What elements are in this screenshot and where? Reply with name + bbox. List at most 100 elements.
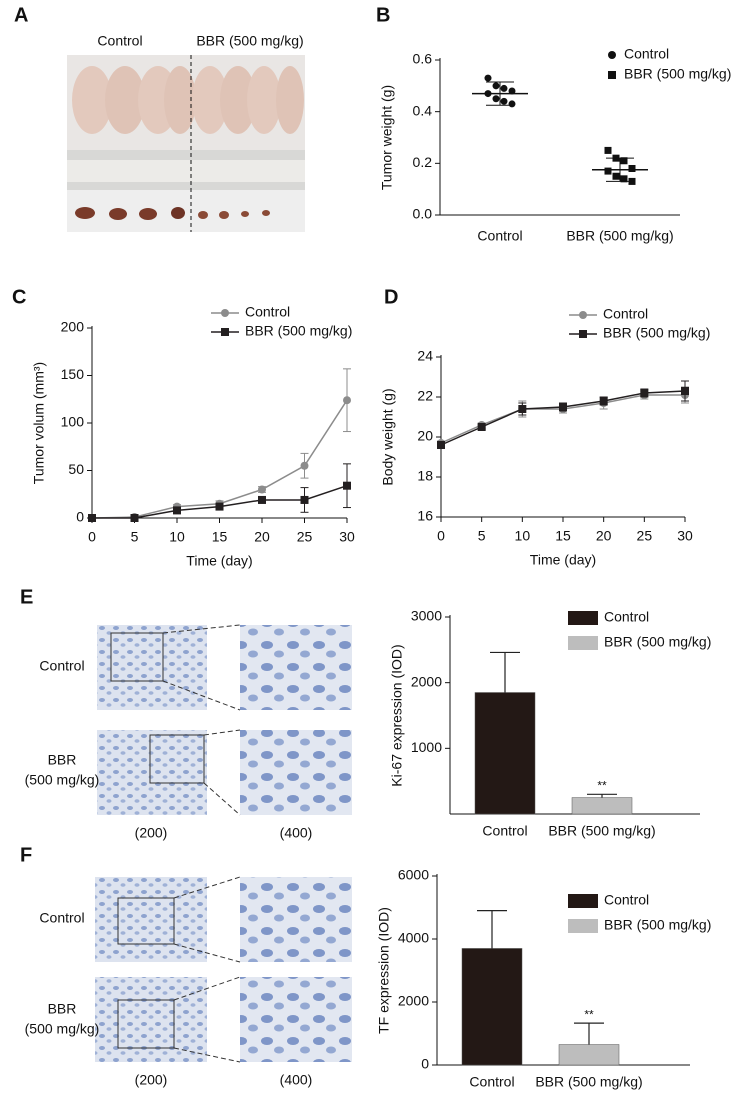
marker bbox=[608, 51, 616, 59]
marker bbox=[579, 330, 587, 338]
photo-label: BBR bbox=[48, 1001, 77, 1017]
photo-label: (400) bbox=[280, 825, 313, 841]
marker bbox=[608, 71, 616, 79]
photo-label: (400) bbox=[280, 1072, 313, 1088]
legend-label: BBR (500 mg/kg) bbox=[604, 634, 711, 650]
marker bbox=[173, 506, 181, 515]
x-tick-label: 5 bbox=[131, 529, 139, 545]
x-tick-label: BBR (500 mg/kg) bbox=[566, 228, 673, 244]
panel-label: B bbox=[376, 4, 390, 26]
legend-label: Control bbox=[245, 304, 290, 320]
x-tick-label: BBR (500 mg/kg) bbox=[535, 1074, 642, 1090]
marker bbox=[221, 328, 229, 336]
legend-label: BBR (500 mg/kg) bbox=[604, 917, 711, 933]
legend-swatch bbox=[568, 919, 598, 933]
legend-label: BBR (500 mg/kg) bbox=[603, 325, 710, 341]
y-tick-label: 20 bbox=[417, 428, 433, 444]
x-tick-label: 30 bbox=[339, 529, 355, 545]
bar bbox=[558, 1044, 620, 1066]
photo-label: Control bbox=[39, 658, 84, 674]
marker bbox=[437, 441, 445, 449]
y-tick-label: 2000 bbox=[398, 993, 429, 1009]
series-line bbox=[440, 390, 686, 446]
marker bbox=[221, 309, 229, 317]
y-tick-label: 24 bbox=[417, 348, 433, 364]
marker bbox=[681, 387, 689, 395]
legend-label: Control bbox=[603, 306, 648, 322]
marker bbox=[88, 514, 96, 522]
marker bbox=[579, 311, 587, 319]
y-tick-label: 16 bbox=[417, 508, 433, 524]
y-tick-label: 0.2 bbox=[413, 154, 433, 170]
y-axis-label: Body weight (g) bbox=[380, 388, 396, 485]
marker bbox=[477, 423, 486, 431]
marker bbox=[343, 396, 351, 405]
marker bbox=[258, 495, 266, 504]
marker bbox=[508, 100, 516, 108]
x-tick-label: 20 bbox=[596, 528, 612, 544]
y-tick-label: 150 bbox=[61, 366, 85, 382]
marker bbox=[559, 403, 567, 411]
marker bbox=[300, 495, 309, 504]
x-tick-label: 20 bbox=[254, 529, 270, 545]
x-tick-label: Control bbox=[477, 228, 522, 244]
x-tick-label: Control bbox=[469, 1074, 514, 1090]
bar bbox=[571, 797, 633, 815]
marker bbox=[300, 461, 309, 470]
y-tick-label: 18 bbox=[417, 468, 433, 484]
x-tick-label: 0 bbox=[88, 529, 96, 545]
marker bbox=[492, 95, 500, 103]
y-tick-label: 6000 bbox=[398, 867, 429, 883]
marker bbox=[640, 389, 649, 397]
marker bbox=[508, 87, 516, 95]
x-tick-label: 15 bbox=[212, 529, 228, 545]
y-tick-label: 2000 bbox=[411, 673, 442, 689]
y-tick-label: 0.6 bbox=[413, 51, 433, 67]
photo-label: Control bbox=[97, 33, 142, 49]
panel-label: F bbox=[20, 844, 32, 866]
y-tick-label: 22 bbox=[417, 388, 433, 404]
y-tick-label: 50 bbox=[68, 461, 84, 477]
y-axis-label: Tumor volum (mm³) bbox=[31, 362, 47, 484]
significance: ** bbox=[597, 778, 607, 792]
marker bbox=[484, 74, 492, 82]
x-tick-label: 25 bbox=[637, 528, 653, 544]
legend-swatch bbox=[568, 611, 598, 625]
y-tick-label: 4000 bbox=[398, 930, 429, 946]
photo-label: Control bbox=[39, 910, 84, 926]
panel-label: A bbox=[14, 4, 28, 26]
x-axis-label: Time (day) bbox=[530, 552, 596, 568]
marker bbox=[130, 514, 139, 522]
marker bbox=[604, 167, 612, 175]
photo-label: (200) bbox=[135, 1072, 168, 1088]
photo-label: BBR (500 mg/kg) bbox=[196, 33, 303, 49]
x-tick-label: 25 bbox=[297, 529, 313, 545]
marker bbox=[612, 172, 620, 180]
photo-label: (200) bbox=[135, 825, 168, 841]
y-tick-label: 3000 bbox=[411, 608, 442, 624]
y-tick-label: 100 bbox=[61, 414, 85, 430]
bar bbox=[461, 948, 523, 1066]
marker bbox=[500, 97, 508, 105]
significance: ** bbox=[584, 1007, 594, 1021]
y-tick-label: 200 bbox=[61, 319, 85, 335]
marker bbox=[258, 485, 266, 494]
x-tick-label: 0 bbox=[437, 528, 445, 544]
photo-label: BBR bbox=[48, 752, 77, 768]
y-tick-label: 0 bbox=[76, 509, 84, 525]
panel-label: E bbox=[20, 586, 33, 608]
x-tick-label: 30 bbox=[677, 528, 693, 544]
y-axis-label: Tumor weight (g) bbox=[379, 85, 395, 190]
marker bbox=[215, 502, 224, 511]
x-tick-label: 10 bbox=[169, 529, 185, 545]
legend-swatch bbox=[568, 894, 598, 908]
legend-label: BBR (500 mg/kg) bbox=[624, 66, 731, 82]
marker bbox=[628, 165, 636, 172]
mice-photo bbox=[67, 55, 305, 232]
panel-label: C bbox=[12, 286, 26, 308]
marker bbox=[518, 405, 527, 413]
ihc-photos bbox=[97, 624, 352, 816]
y-axis-label: TF expression (IOD) bbox=[376, 907, 392, 1034]
x-tick-label: BBR (500 mg/kg) bbox=[548, 823, 655, 839]
legend-label: BBR (500 mg/kg) bbox=[245, 323, 352, 339]
